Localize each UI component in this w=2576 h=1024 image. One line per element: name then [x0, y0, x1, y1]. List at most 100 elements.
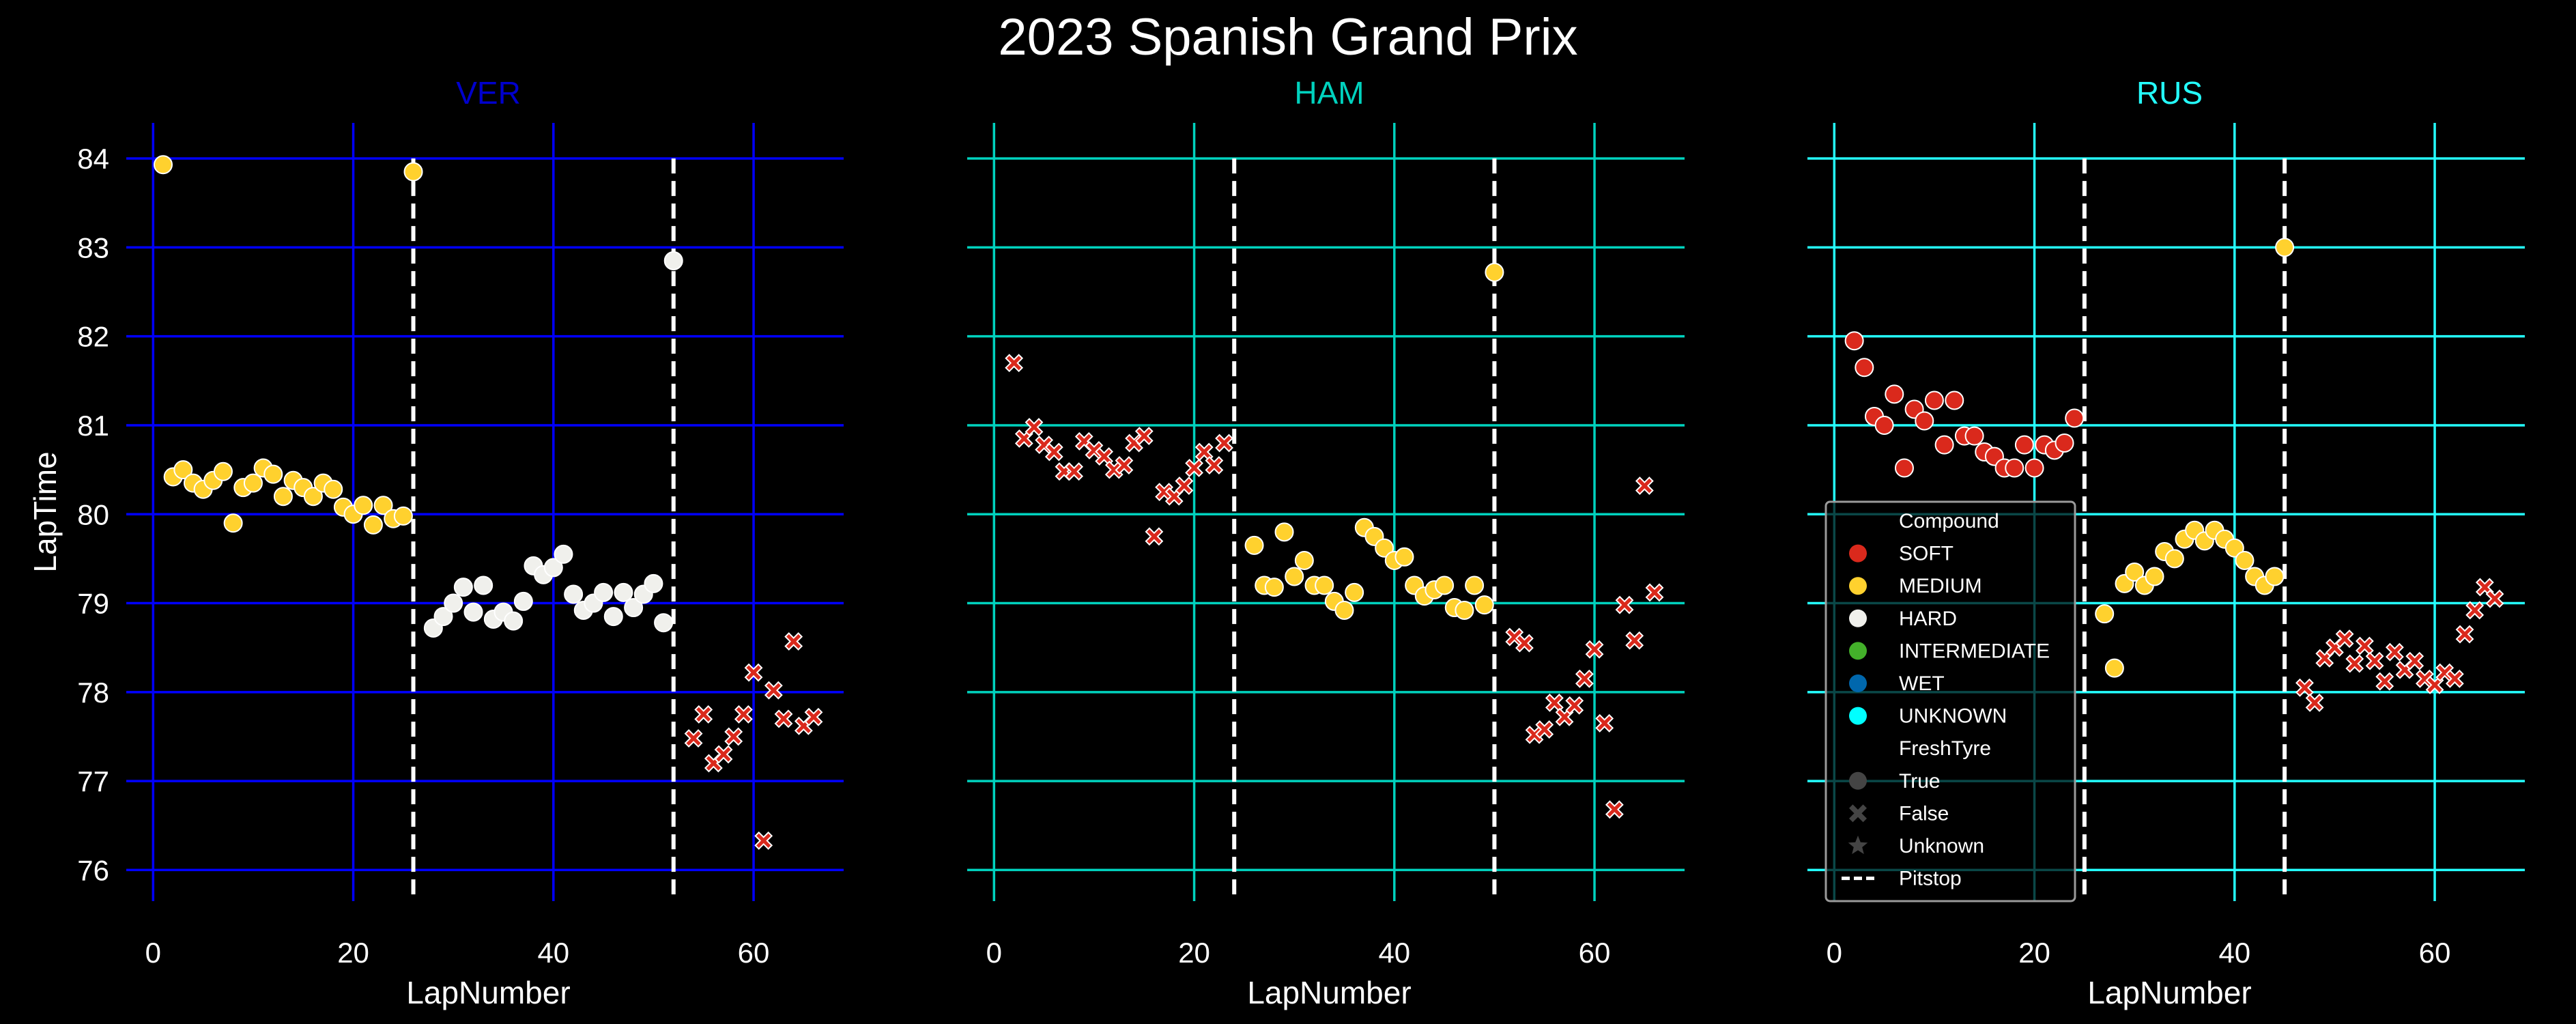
- legend-label: False: [1899, 802, 1949, 825]
- data-point: [744, 663, 763, 682]
- data-point: [603, 607, 623, 627]
- data-point: [444, 593, 463, 613]
- data-point: [2425, 675, 2444, 694]
- x-tick-label: 0: [145, 937, 161, 969]
- data-point: [2485, 589, 2504, 608]
- data-point: [2224, 538, 2244, 558]
- legend-swatch: [1849, 544, 1867, 563]
- data-point: [2055, 433, 2074, 453]
- data-point: [1175, 477, 1194, 495]
- data-point: [1244, 535, 1264, 555]
- y-tick-label: 84: [77, 143, 109, 175]
- data-point: [1874, 415, 1894, 435]
- data-point: [2275, 238, 2295, 257]
- data-point: [223, 513, 243, 533]
- data-point: [1515, 634, 1534, 653]
- legend-label: UNKNOWN: [1899, 705, 2007, 728]
- data-point: [714, 745, 733, 764]
- data-point: [433, 607, 453, 627]
- data-point: [1885, 384, 1904, 404]
- data-point: [1615, 595, 1634, 614]
- legend-freshtyre-title: FreshTyre: [1899, 737, 1991, 760]
- data-point: [1334, 600, 1354, 620]
- legend-compound-title: Compound: [1899, 510, 1999, 532]
- data-point: [153, 155, 173, 175]
- data-point: [774, 709, 793, 728]
- data-point: [2405, 651, 2424, 670]
- figure-title: 2023 Spanish Grand Prix: [998, 8, 1577, 66]
- legend-label: INTERMEDIATE: [1899, 640, 2050, 662]
- data-point: [554, 544, 573, 564]
- data-point: [764, 681, 783, 700]
- y-tick-label: 82: [77, 321, 109, 353]
- data-point: [2355, 636, 2374, 655]
- data-point: [403, 162, 423, 182]
- data-point: [564, 584, 584, 604]
- panel-title: HAM: [1294, 75, 1364, 111]
- data-point: [614, 582, 633, 602]
- data-point: [1924, 390, 1944, 410]
- data-point: [1465, 575, 1485, 595]
- data-point: [1394, 547, 1414, 567]
- data-point: [1435, 575, 1455, 595]
- y-tick-label: 83: [77, 231, 109, 264]
- legend-swatch: [1849, 674, 1867, 692]
- data-point: [263, 464, 283, 484]
- y-axis-label: LapTime: [27, 451, 63, 572]
- data-point: [2295, 678, 2314, 697]
- data-point: [453, 578, 473, 597]
- x-tick-label: 0: [1827, 937, 1842, 969]
- x-tick-label: 20: [1178, 937, 1210, 969]
- data-point: [1934, 435, 1954, 455]
- legend-marker-circle: [1849, 771, 1867, 790]
- y-tick-label: 81: [77, 410, 109, 442]
- data-point: [1025, 418, 1044, 436]
- y-tick-label: 76: [77, 854, 109, 886]
- data-point: [1264, 578, 1284, 597]
- data-point: [2385, 642, 2404, 662]
- data-point: [2095, 604, 2115, 624]
- data-point: [1065, 462, 1084, 481]
- data-point: [504, 611, 524, 631]
- data-point: [1535, 720, 1554, 739]
- data-point: [1635, 477, 1654, 495]
- data-point: [1145, 527, 1164, 546]
- legend-swatch: [1849, 707, 1867, 725]
- legend-label: HARD: [1899, 608, 1957, 630]
- data-point: [2024, 458, 2044, 478]
- x-tick-label: 20: [2018, 937, 2050, 969]
- panel-ver: VER 0 20 40 60 76 77 78 79 80 81 82 83 84 LapNumber Lap…: [27, 75, 844, 1010]
- legend-label: WET: [1899, 672, 1945, 695]
- data-point: [2235, 551, 2255, 571]
- data-point: [2455, 625, 2474, 644]
- legend-marker-cross: [1849, 804, 1867, 823]
- data-point: [1474, 595, 1494, 615]
- data-point: [2445, 669, 2464, 688]
- data-point: [363, 515, 383, 535]
- data-point: [1315, 575, 1334, 595]
- legend-label: Unknown: [1899, 835, 1984, 857]
- y-tick-label: 78: [77, 677, 109, 709]
- data-point: [694, 705, 713, 724]
- data-point: [2005, 458, 2024, 478]
- data-point: [644, 573, 663, 593]
- y-tick-label: 79: [77, 588, 109, 620]
- panel-ham: HAM 0 20 40 60 LapNumber: [967, 75, 1685, 1010]
- legend-swatch: [1849, 642, 1867, 660]
- x-tick-label: 0: [986, 937, 1002, 969]
- data-point: [2164, 549, 2184, 569]
- data-point: [273, 487, 293, 507]
- data-point: [1595, 714, 1614, 733]
- data-point: [173, 460, 193, 480]
- x-tick-label: 60: [1579, 937, 1611, 969]
- data-point: [1115, 456, 1134, 475]
- legend-marker-star: [1848, 836, 1868, 855]
- data-point: [2465, 601, 2485, 620]
- data-point: [594, 582, 614, 602]
- data-point: [1625, 631, 1644, 650]
- legend-swatch: [1849, 577, 1867, 595]
- data-point: [463, 602, 483, 622]
- data-point: [2065, 408, 2085, 428]
- data-point: [2014, 435, 2034, 455]
